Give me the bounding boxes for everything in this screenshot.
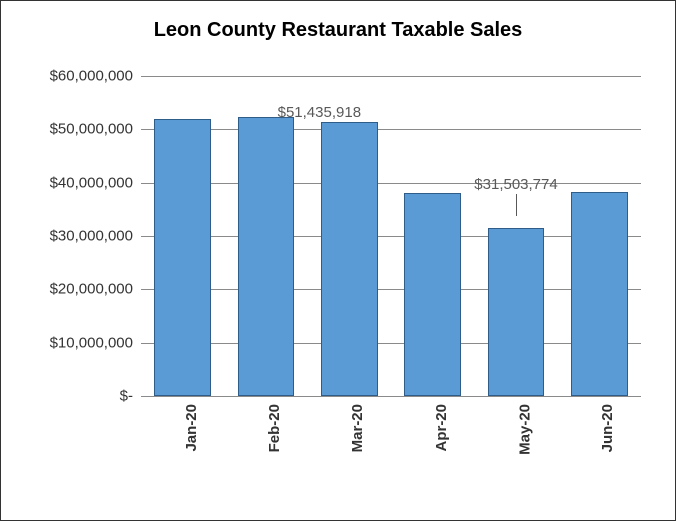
x-axis-label: Feb-20: [266, 404, 283, 452]
data-label: $31,503,774: [474, 176, 557, 193]
bar: [154, 119, 211, 396]
bar-slot: May-20: [474, 76, 557, 396]
bar: [571, 192, 628, 396]
y-axis-label: $10,000,000: [13, 334, 133, 351]
chart-container: Leon County Restaurant Taxable Sales $-$…: [0, 0, 676, 521]
bar-slot: Jan-20: [141, 76, 224, 396]
x-axis-label: Mar-20: [349, 404, 366, 452]
bar: [321, 122, 378, 396]
bar-slot: Jun-20: [558, 76, 641, 396]
grid-line: [141, 396, 641, 397]
y-axis-label: $20,000,000: [13, 281, 133, 298]
x-axis-label: Jan-20: [183, 404, 200, 452]
y-axis-label: $40,000,000: [13, 174, 133, 191]
plot-area: $-$10,000,000$20,000,000$30,000,000$40,0…: [141, 76, 641, 396]
y-axis-label: $-: [13, 388, 133, 405]
callout-line: [516, 194, 517, 216]
bar: [488, 228, 545, 396]
y-axis-label: $60,000,000: [13, 68, 133, 85]
bars-row: Jan-20Feb-20Mar-20Apr-20May-20Jun-20: [141, 76, 641, 396]
bar-slot: Apr-20: [391, 76, 474, 396]
bar-slot: Mar-20: [308, 76, 391, 396]
bar: [238, 117, 295, 396]
chart-title: Leon County Restaurant Taxable Sales: [1, 1, 675, 52]
x-axis-label: May-20: [516, 404, 533, 455]
bar-slot: Feb-20: [224, 76, 307, 396]
y-axis-label: $30,000,000: [13, 228, 133, 245]
y-axis-label: $50,000,000: [13, 121, 133, 138]
x-axis-label: Jun-20: [599, 404, 616, 452]
data-label: $51,435,918: [278, 104, 361, 121]
bar: [404, 193, 461, 396]
x-axis-label: Apr-20: [433, 404, 450, 452]
